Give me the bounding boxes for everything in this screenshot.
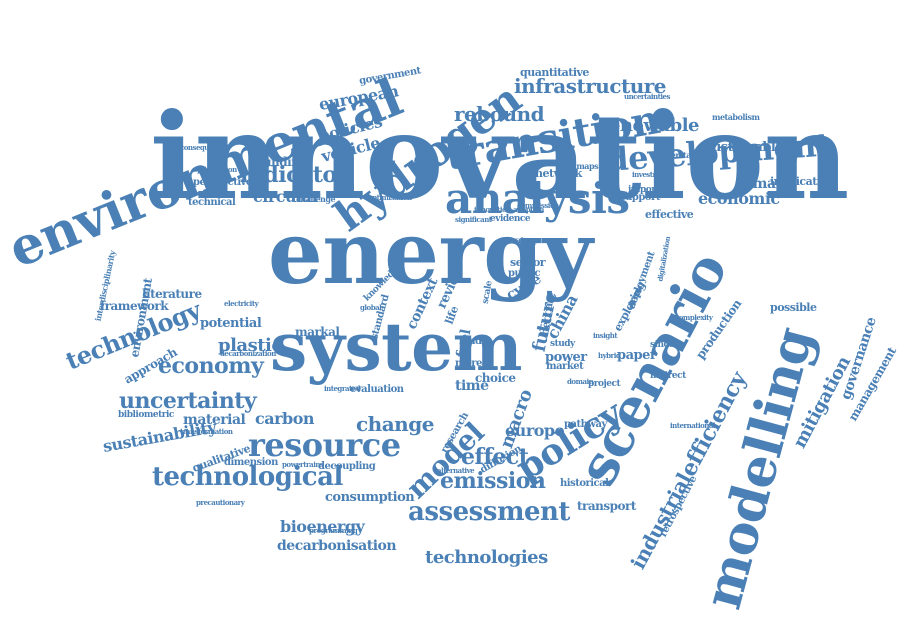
word-material: material [183, 411, 246, 428]
word-more: more [455, 357, 482, 369]
word-sincere: sincere [650, 339, 684, 350]
word-effect: effect [461, 443, 529, 470]
word-quantitative: quantitative [520, 65, 589, 79]
word-possible: possible [770, 300, 817, 314]
word-sustainable: sustainable [705, 140, 784, 156]
word-electricity: electricity [224, 299, 259, 309]
word-modelling: modelling [691, 321, 826, 616]
word-literature: literature [142, 287, 202, 302]
word-technologies: technologies [425, 547, 548, 569]
word-network: network [535, 166, 582, 180]
word-sector: sector [510, 255, 546, 269]
word-important: important [628, 184, 675, 195]
word-decarbonization: decarbonization [220, 349, 276, 359]
word-precautionary: precautionary [196, 498, 245, 508]
word-transformation: transformation [180, 427, 233, 437]
word-technical: technical [188, 196, 236, 208]
word-choice: choice [475, 371, 516, 386]
word-consequential: consequential [180, 143, 229, 153]
word-land: land [459, 335, 482, 347]
word-challenge: challenge [296, 194, 336, 205]
word-commission: commission [517, 201, 559, 211]
word-hybrid: hybrid [598, 351, 621, 361]
word-optimization: optimization [193, 165, 237, 175]
word-building: building [255, 155, 308, 170]
word-bibliometric: bibliometric [118, 409, 174, 420]
word-rebound: rebound [454, 101, 545, 126]
word-paper: paper [617, 348, 657, 364]
word-support: support [620, 191, 660, 203]
word-renewable: renewable [600, 115, 700, 137]
word-pathway: pathway [564, 418, 607, 430]
word-consumption: consumption [325, 490, 415, 506]
word-emission: emission [440, 467, 546, 494]
word-analysis: analysis [445, 173, 630, 223]
word-economic: economic [698, 188, 780, 208]
word-indicator: indicator [240, 161, 348, 188]
word-energy: energy [268, 203, 593, 305]
word-programming: programming [309, 526, 358, 536]
word-historical: historical [560, 477, 609, 489]
word-complexity: complexity [675, 313, 713, 323]
word-optimisation: optimisation [368, 193, 412, 203]
word-transport: transport [577, 499, 636, 514]
word-public: public [508, 267, 540, 279]
word-climate: climate [735, 175, 790, 192]
word-roadmaps: roadmaps [558, 161, 599, 172]
word-study: study [550, 338, 575, 349]
word-power: power [545, 350, 587, 366]
word-innovation-adoption: innovation-adoption [474, 205, 544, 215]
word-insight: insight [593, 331, 618, 341]
word-integrated: integrated [324, 384, 361, 394]
word-metabolism: metabolism [712, 112, 760, 123]
word-effective: effective [645, 207, 694, 221]
word-decarbonisation: decarbonisation [277, 537, 397, 554]
word-assessment: assessment [408, 496, 570, 527]
word-plastic: plastic [218, 335, 282, 357]
word-domain: domain [567, 377, 594, 387]
word-alternative: alternative [437, 466, 475, 476]
word-potential: potential [200, 316, 262, 332]
word-change: change [356, 411, 434, 436]
word-indirect: indirect [650, 370, 686, 381]
word-europe: europe [505, 420, 565, 440]
word-evaluation: evaluation [350, 383, 404, 395]
word-market: market [546, 360, 584, 372]
word-dimension: dimension [224, 456, 278, 468]
word-innovation: innovation [150, 87, 849, 227]
word-uncertainty: uncertainty [119, 387, 257, 414]
word-resource: resource [248, 425, 401, 464]
word-evidence: evidence [490, 213, 531, 224]
word-economy: economy [158, 352, 264, 379]
word-carbon: carbon [255, 408, 315, 428]
word-bioenergy: bioenergy [280, 516, 365, 536]
word-sustainability: sustainability [101, 417, 218, 456]
word-international: international [670, 421, 716, 431]
word-powertrains: powertrains [282, 460, 324, 470]
word-significant: significant [455, 215, 492, 225]
word-framework: framework [100, 299, 169, 314]
word-markal: markal [295, 325, 340, 340]
word-infrastructure: infrastructure [514, 73, 667, 98]
word-strategy: strategy [505, 235, 538, 246]
word-perspective: perspective [193, 176, 252, 188]
word-system: system [270, 307, 522, 386]
word-circular: circular [253, 186, 320, 206]
word-technological: technological [152, 461, 343, 492]
word-uncertainties: uncertainties [624, 92, 670, 102]
word-time: time [455, 377, 489, 394]
word-understanding: understanding [655, 150, 715, 161]
word-decoupling: decoupling [318, 460, 376, 472]
word-global: global [360, 303, 382, 313]
word-investment: investment [632, 170, 671, 180]
word-implication: implication [770, 174, 835, 188]
word-project: project [588, 378, 621, 389]
